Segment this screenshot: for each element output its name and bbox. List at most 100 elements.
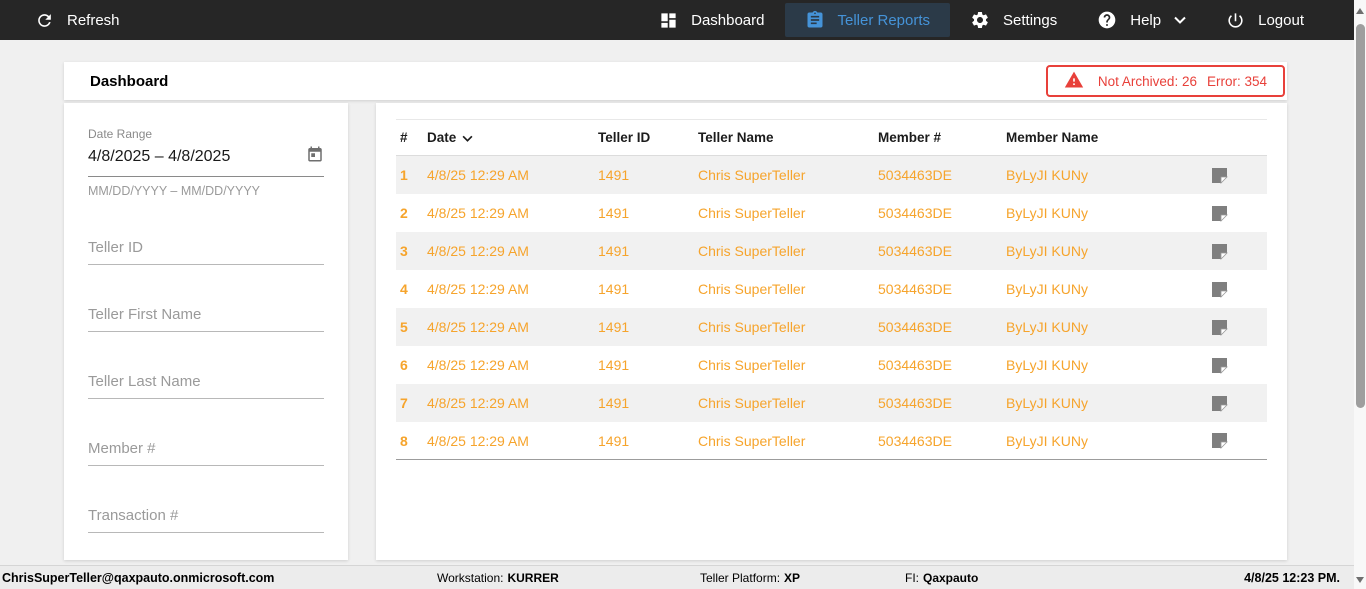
table-header-row: # Date Teller ID Teller Name Member # Me… (396, 119, 1267, 156)
report-table-panel: # Date Teller ID Teller Name Member # Me… (376, 103, 1287, 560)
note-icon[interactable] (1211, 319, 1228, 336)
row-teller-name: Chris SuperTeller (698, 205, 806, 221)
col-header-member-number[interactable]: Member # (878, 130, 942, 145)
row-number: 7 (400, 395, 408, 411)
nav-label-teller-reports: Teller Reports (837, 11, 931, 29)
table-row[interactable]: 8 4/8/25 12:29 AM 1491 Chris SuperTeller… (396, 422, 1267, 460)
date-range-label: Date Range (88, 127, 153, 141)
row-date: 4/8/25 12:29 AM (427, 167, 529, 183)
nav-item-teller-reports[interactable]: Teller Reports (784, 3, 951, 37)
col-header-teller-name[interactable]: Teller Name (698, 130, 774, 145)
row-member-number: 5034463DE (878, 319, 952, 335)
table-row[interactable]: 4 4/8/25 12:29 AM 1491 Chris SuperTeller… (396, 270, 1267, 308)
col-header-teller-id[interactable]: Teller ID (598, 130, 651, 145)
member-number-input[interactable] (88, 439, 324, 466)
row-date: 4/8/25 12:29 AM (427, 243, 529, 259)
note-icon[interactable] (1211, 167, 1228, 184)
note-icon[interactable] (1211, 357, 1228, 374)
row-teller-id: 1491 (598, 167, 630, 183)
status-user: ChrisSuperTeller@qaxpauto.onmicrosoft.co… (2, 570, 275, 585)
vertical-scrollbar (1354, 0, 1366, 589)
table-row[interactable]: 1 4/8/25 12:29 AM 1491 Chris SuperTeller… (396, 156, 1267, 194)
table-body: 1 4/8/25 12:29 AM 1491 Chris SuperTeller… (396, 156, 1267, 460)
row-member-name: ByLyJI KUNy (1006, 432, 1088, 449)
nav-label-help: Help (1130, 11, 1162, 29)
row-teller-name: Chris SuperTeller (698, 432, 806, 449)
row-member-number: 5034463DE (878, 243, 952, 259)
date-range-field (88, 145, 324, 177)
help-icon (1097, 10, 1117, 30)
note-icon[interactable] (1211, 395, 1228, 412)
table-row[interactable]: 2 4/8/25 12:29 AM 1491 Chris SuperTeller… (396, 194, 1267, 232)
alert-error: Error: 354 (1206, 73, 1267, 89)
row-number: 4 (400, 281, 408, 297)
row-member-name: ByLyJI KUNy (1006, 319, 1088, 335)
note-icon[interactable] (1211, 205, 1228, 222)
top-nav: Refresh Dashboard Teller Reports Setting… (0, 0, 1354, 40)
nav-item-help[interactable]: Help (1077, 3, 1206, 37)
col-header-member-name[interactable]: Member Name (1006, 130, 1099, 145)
row-number: 6 (400, 357, 408, 373)
scrollbar-up-arrow[interactable] (1356, 8, 1364, 14)
table-row[interactable]: 7 4/8/25 12:29 AM 1491 Chris SuperTeller… (396, 384, 1267, 422)
note-icon[interactable] (1211, 243, 1228, 260)
row-member-number: 5034463DE (878, 281, 952, 297)
col-header-date[interactable]: Date (423, 130, 594, 145)
row-date: 4/8/25 12:29 AM (427, 395, 529, 411)
nav-item-dashboard[interactable]: Dashboard (639, 3, 784, 37)
status-workstation: Workstation: KURRER (437, 566, 559, 589)
scrollbar-thumb[interactable] (1355, 24, 1365, 408)
teller-last-name-input[interactable] (88, 372, 324, 399)
date-range-input[interactable] (88, 147, 306, 166)
table-row[interactable]: 3 4/8/25 12:29 AM 1491 Chris SuperTeller… (396, 232, 1267, 270)
sort-desc-icon (462, 130, 473, 145)
row-date: 4/8/25 12:29 AM (427, 281, 529, 297)
status-bar: ChrisSuperTeller@qaxpauto.onmicrosoft.co… (0, 565, 1354, 589)
chevron-down-icon (1174, 16, 1186, 24)
row-teller-name: Chris SuperTeller (698, 281, 806, 297)
date-range-hint: MM/DD/YYYY – MM/DD/YYYY (88, 184, 261, 198)
refresh-button[interactable]: Refresh (35, 11, 120, 30)
table-row[interactable]: 5 4/8/25 12:29 AM 1491 Chris SuperTeller… (396, 308, 1267, 346)
nav-item-settings[interactable]: Settings (950, 3, 1077, 37)
transaction-number-input[interactable] (88, 506, 324, 533)
nav-label-dashboard: Dashboard (691, 11, 765, 29)
alert-not-archived: Not Archived: 26 (1097, 73, 1197, 89)
teller-first-name-input[interactable] (88, 305, 324, 332)
note-icon[interactable] (1211, 432, 1228, 449)
nav-item-logout[interactable]: Logout (1206, 3, 1324, 37)
teller-id-input[interactable] (88, 238, 324, 265)
row-member-name: ByLyJI KUNy (1006, 395, 1088, 411)
status-fi: FI: Qaxpauto (905, 566, 978, 589)
power-icon (1226, 11, 1245, 30)
gear-icon (970, 10, 990, 30)
row-number: 8 (400, 432, 408, 449)
row-member-number: 5034463DE (878, 167, 952, 183)
filter-sidebar: Date Range MM/DD/YYYY – MM/DD/YYYY Trans… (64, 103, 348, 560)
row-date: 4/8/25 12:29 AM (427, 357, 529, 373)
row-number: 5 (400, 319, 408, 335)
row-member-number: 5034463DE (878, 432, 952, 449)
row-number: 2 (400, 205, 408, 221)
row-date: 4/8/25 12:29 AM (427, 432, 529, 449)
col-header-num[interactable]: # (400, 130, 408, 145)
calendar-icon[interactable] (306, 145, 324, 168)
row-teller-id: 1491 (598, 205, 630, 221)
scrollbar-down-arrow[interactable] (1356, 577, 1364, 583)
row-teller-id: 1491 (598, 432, 630, 449)
table-row[interactable]: 6 4/8/25 12:29 AM 1491 Chris SuperTeller… (396, 346, 1267, 384)
row-teller-name: Chris SuperTeller (698, 357, 806, 373)
row-member-number: 5034463DE (878, 205, 952, 221)
alert-badge[interactable]: Not Archived: 26 Error: 354 (1045, 65, 1285, 97)
platform-value: XP (784, 570, 801, 585)
status-platform: Teller Platform: XP (700, 566, 800, 589)
row-member-name: ByLyJI KUNy (1006, 205, 1088, 221)
row-teller-id: 1491 (598, 243, 630, 259)
row-member-name: ByLyJI KUNy (1006, 281, 1088, 297)
workstation-label: Workstation: (437, 570, 504, 585)
platform-label: Teller Platform: (700, 570, 781, 585)
note-icon[interactable] (1211, 281, 1228, 298)
row-number: 3 (400, 243, 408, 259)
refresh-icon (35, 11, 54, 30)
clipboard-icon (805, 10, 825, 30)
